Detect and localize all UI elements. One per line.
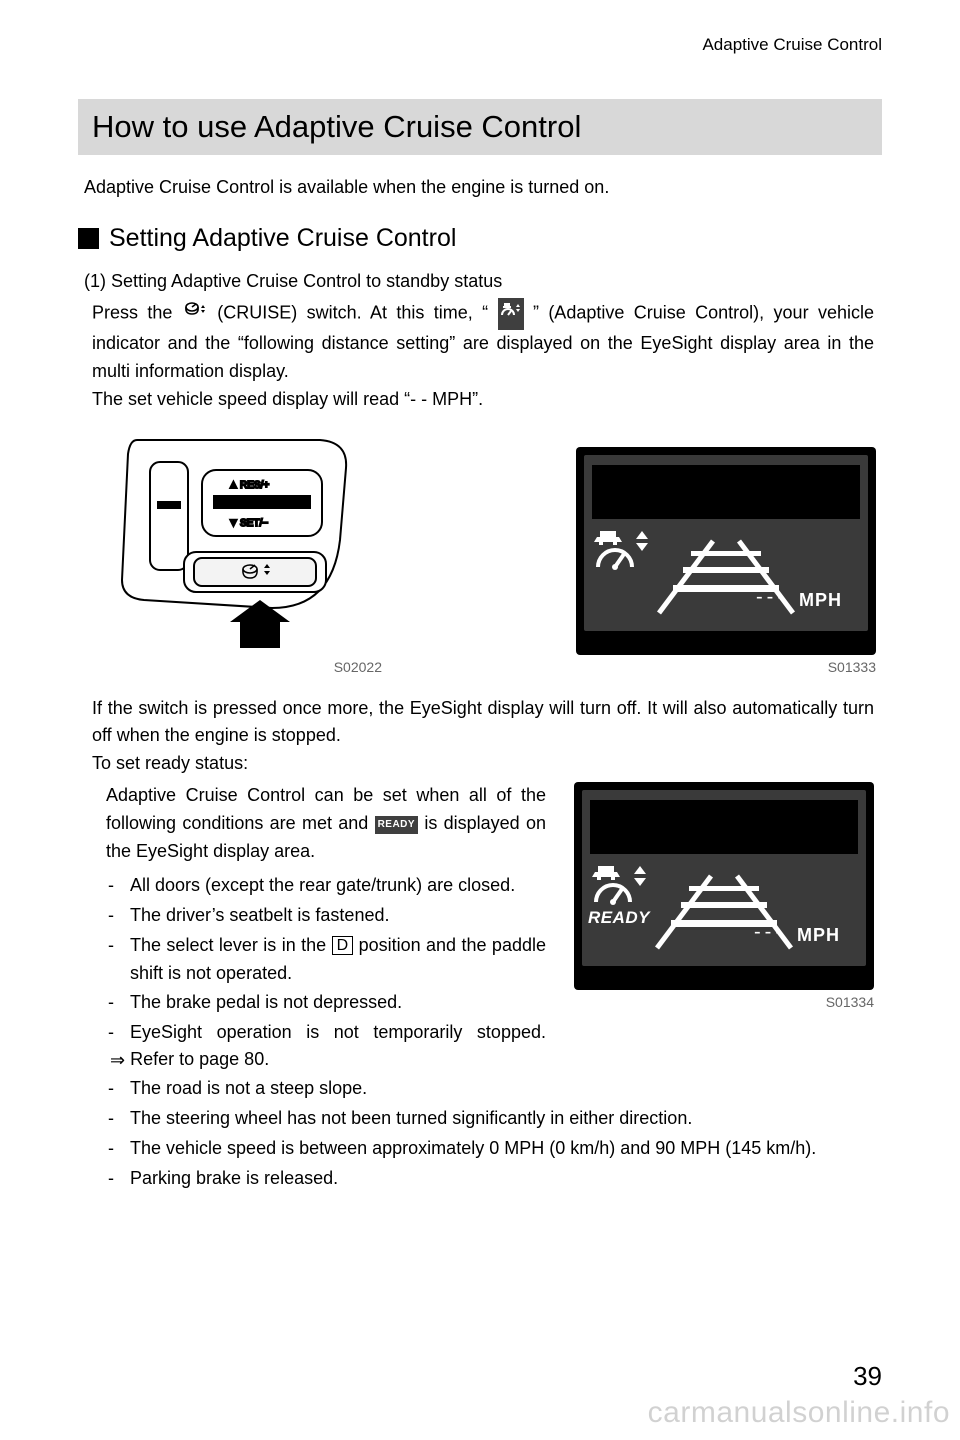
svg-text:▼: ▼ <box>228 517 239 529</box>
section-header: Adaptive Cruise Control <box>78 35 882 55</box>
square-bullet-icon <box>78 228 99 249</box>
svg-text:▲: ▲ <box>228 479 239 491</box>
eyesight-display-standby: --- MPH <box>576 447 876 655</box>
ready-text: READY <box>588 908 650 928</box>
ready-intro: Adaptive Cruise Control can be set when … <box>106 782 546 866</box>
refer-text: Refer to page 80. <box>130 1049 269 1069</box>
subsection-heading-text: Setting Adaptive Cruise Control <box>109 224 456 253</box>
condition-item: The steering wheel has not been turned s… <box>108 1105 882 1133</box>
cruise-switch-icon <box>182 300 208 329</box>
condition-item: The vehicle speed is between approximate… <box>108 1135 882 1163</box>
figure-row-1: ▲ RES/+ ▼ SET/− <box>92 430 876 675</box>
step-label: (1) Setting Adaptive Cruise Control to s… <box>84 271 882 292</box>
speed-dashes: --- <box>754 921 786 944</box>
condition-item: Parking brake is released. <box>108 1165 882 1193</box>
figure-display-standby: --- MPH S01333 <box>576 447 876 675</box>
arrow-right-icon: ⇒ <box>110 1050 125 1071</box>
page-number: 39 <box>853 1361 882 1392</box>
mph-label: MPH <box>799 590 842 611</box>
subsection-heading: Setting Adaptive Cruise Control <box>78 224 882 253</box>
figure-caption: S02022 <box>334 659 382 675</box>
figure-display-ready: READY <box>574 782 874 1073</box>
ready-badge-icon: READY <box>375 816 419 834</box>
step-paragraph-1: Press the (CRUISE) switch. At this time,… <box>92 298 874 386</box>
d-position-icon: D <box>332 936 354 956</box>
after-fig-p2: To set ready status: <box>92 750 874 778</box>
text-part: Press the <box>92 303 182 323</box>
condition-item: The driver’s seatbelt is fastened. <box>108 902 546 930</box>
eyesight-display-ready: READY <box>574 782 874 990</box>
acc-icon <box>594 529 650 578</box>
step-paragraph-2: The set vehicle speed display will read … <box>92 386 874 414</box>
figure-caption: S01334 <box>826 994 874 1010</box>
condition-item: All doors (except the rear gate/trunk) a… <box>108 872 546 900</box>
conditions-list-left: All doors (except the rear gate/trunk) a… <box>108 872 546 1047</box>
mph-label: MPH <box>797 925 840 946</box>
svg-text:RES/+: RES/+ <box>240 480 269 491</box>
condition-item: EyeSight operation is not temporarily st… <box>108 1019 546 1047</box>
text-part: The select lever is in the <box>130 935 332 955</box>
svg-text:SET/−: SET/− <box>240 518 268 529</box>
watermark: carmanualsonline.info <box>648 1396 950 1430</box>
steering-switch-diagram: ▲ RES/+ ▼ SET/− <box>92 430 382 655</box>
speed-dashes: --- <box>756 586 788 609</box>
after-fig-p1: If the switch is pressed once more, the … <box>92 695 874 751</box>
refer-line: ⇒ Refer to page 80. <box>110 1049 546 1071</box>
page-title: How to use Adaptive Cruise Control <box>78 99 882 155</box>
text-part: (CRUISE) switch. At this time, “ <box>217 303 497 323</box>
condition-item: The brake pedal is not depressed. <box>108 989 546 1017</box>
intro-text: Adaptive Cruise Control is available whe… <box>84 177 882 198</box>
acc-icon <box>592 864 648 913</box>
conditions-list-full: The road is not a steep slope. The steer… <box>108 1075 882 1195</box>
figure-caption: S01333 <box>828 659 876 675</box>
condition-item: The select lever is in the D position an… <box>108 932 546 988</box>
acc-indicator-icon <box>498 298 524 330</box>
condition-item: The road is not a steep slope. <box>108 1075 882 1103</box>
figure-switch: ▲ RES/+ ▼ SET/− <box>92 430 382 675</box>
